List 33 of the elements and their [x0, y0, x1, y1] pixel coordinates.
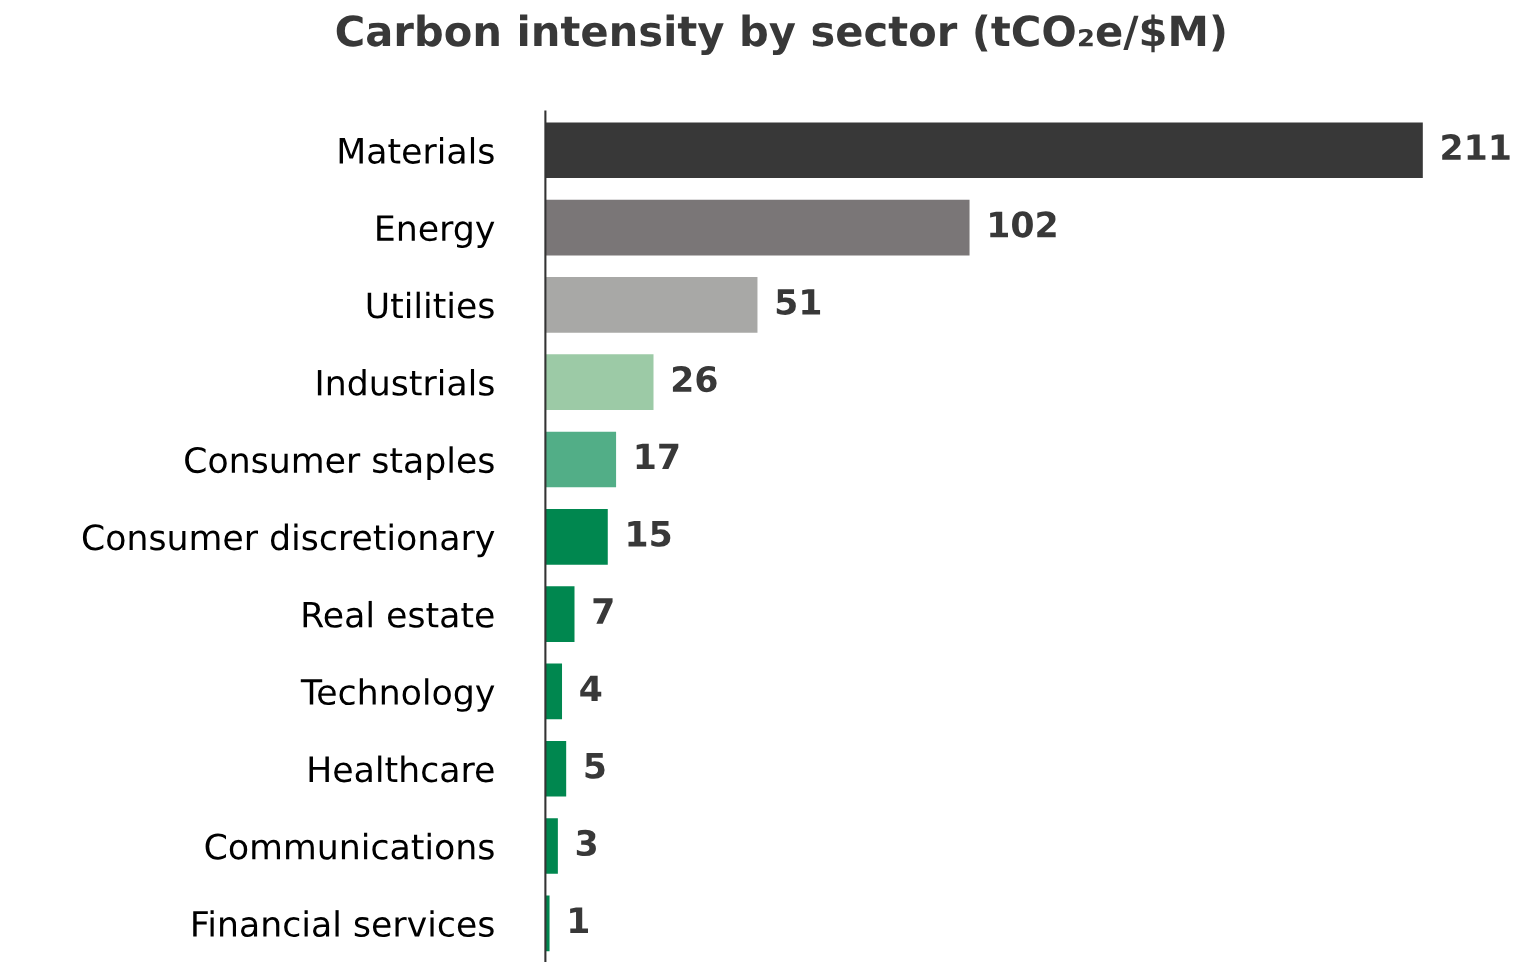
bar — [545, 199, 970, 256]
y-tick-label: Energy — [377, 215, 495, 248]
data-label: 17 — [636, 443, 679, 470]
y-tick-label: Consumer staples — [185, 446, 494, 480]
y-tick-label: Financial services — [193, 910, 494, 938]
data-label: 3 — [576, 829, 596, 857]
y-tick-label: Utilities — [367, 291, 494, 319]
bar — [545, 586, 575, 642]
data-label: 102 — [990, 211, 1056, 238]
bar — [545, 354, 654, 411]
data-label: 7 — [593, 598, 613, 624]
y-tick-label: Communications — [205, 832, 494, 860]
bar — [545, 277, 758, 333]
bar — [545, 818, 558, 874]
y-tick-label: Real estate — [303, 600, 494, 628]
data-label: 51 — [776, 289, 821, 315]
data-label: 5 — [585, 752, 605, 779]
bar — [545, 895, 550, 952]
data-label: 26 — [672, 365, 717, 393]
data-label: 211 — [1442, 134, 1510, 160]
y-tick-label: Industrials — [317, 368, 494, 396]
chart-title: Carbon intensity by sector (tCO₂e/$M) — [336, 14, 1225, 56]
bar — [545, 663, 563, 720]
y-tick-label: Consumer discretionary — [82, 523, 495, 558]
y-tick-label: Healthcare — [309, 755, 494, 783]
bar — [545, 508, 608, 565]
data-label: 4 — [580, 675, 602, 701]
data-label: 15 — [628, 521, 671, 547]
data-label: 1 — [570, 907, 588, 933]
y-tick-label: Technology — [300, 678, 495, 712]
y-tick-label: Materials — [339, 137, 494, 164]
bar — [545, 431, 617, 488]
bar — [545, 740, 567, 797]
